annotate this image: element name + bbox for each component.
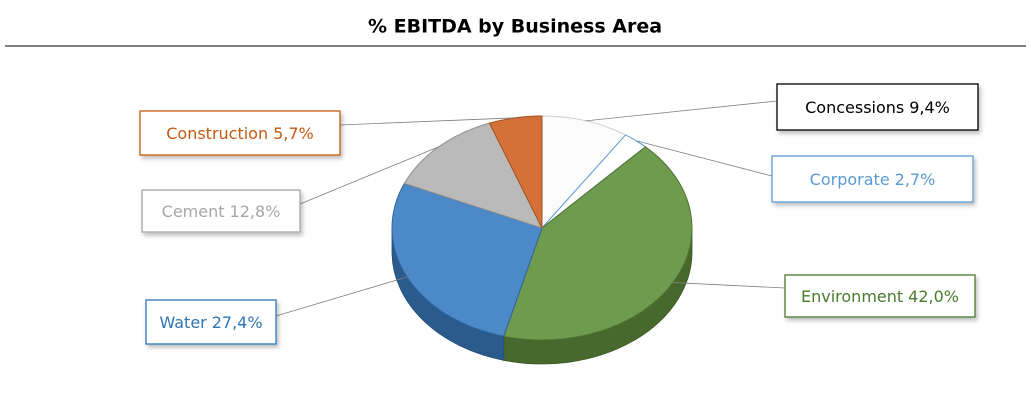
label-box — [784, 274, 976, 318]
leader-line — [672, 282, 786, 289]
label-box — [771, 155, 974, 203]
leader-line — [299, 146, 439, 205]
data-label: Concessions 9,4% — [805, 98, 950, 117]
label-box — [145, 299, 277, 345]
label-category: Concessions — [805, 98, 904, 117]
leader-line — [339, 117, 516, 126]
pie — [391, 115, 693, 365]
label-value: 9,4% — [909, 98, 950, 117]
slice — [488, 115, 543, 229]
chart-title: % EBITDA by Business Area — [368, 16, 662, 38]
data-label: Cement 12,8% — [162, 202, 281, 221]
label-category: Construction — [166, 124, 268, 143]
data-label: Corporate 2,7% — [810, 170, 936, 189]
label-value: 27,4% — [212, 313, 263, 332]
data-label: Construction 5,7% — [166, 124, 314, 143]
slice — [541, 115, 627, 230]
leader-line — [585, 100, 778, 122]
labels: Concessions 9,4% Corporate 2,7% Environment 4… — [139, 83, 979, 345]
label-category: Cement — [162, 202, 225, 221]
data-label: Environment 42,0% — [801, 287, 959, 306]
label-category: Water — [159, 313, 207, 332]
label-category: Corporate — [810, 170, 890, 189]
slice — [403, 122, 543, 229]
label-category: Environment — [801, 287, 903, 306]
label-value: 12,8% — [230, 202, 281, 221]
leader-line — [635, 140, 773, 177]
label-value: 2,7% — [895, 170, 936, 189]
label-value: 42,0% — [908, 287, 959, 306]
label-box — [776, 83, 979, 131]
label-box — [139, 110, 341, 156]
label-value: 5,7% — [273, 124, 314, 143]
leader-line — [275, 276, 408, 317]
slice — [503, 146, 693, 341]
label-box — [141, 189, 301, 233]
data-label: Water 27,4% — [159, 313, 262, 332]
